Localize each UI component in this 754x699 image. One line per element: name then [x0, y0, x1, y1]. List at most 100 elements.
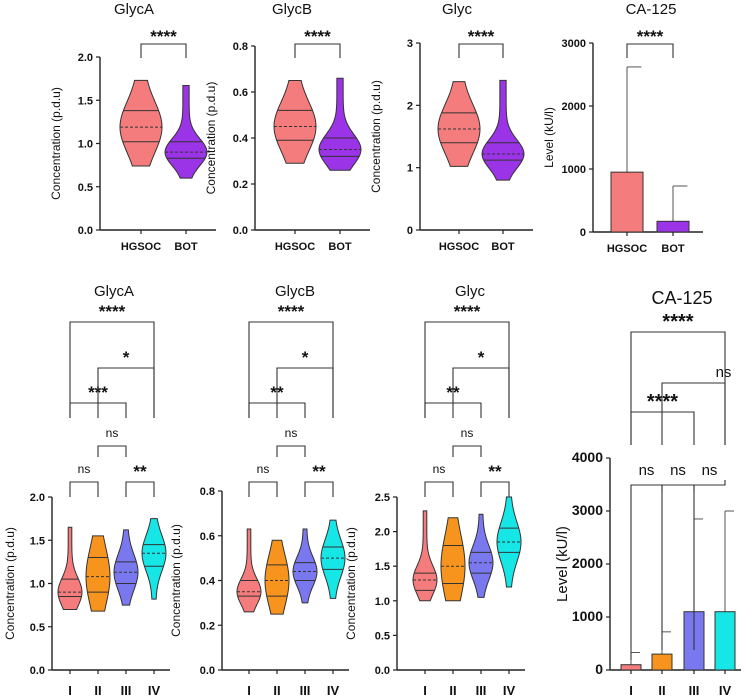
panel-5: GlycA Concentration (p.d.u) 0.0 0.5 1.0 1.5 2.… [3, 283, 170, 698]
violin-BOT [481, 79, 525, 181]
x-tick-label: III [300, 683, 311, 698]
panel-4: CA-125 Level (kU/l) 0 1000 2000 3000 HGSOC BOT *… [542, 1, 703, 255]
sig-label: ** [133, 462, 147, 481]
panel-7: Glyc Concentration (p.d.u) 0.0 0.5 1.0 1.5 2.0… [344, 283, 525, 698]
sig-bracket [248, 481, 278, 497]
panel-6: GlycB Concentration (p.d.u) 0.0 0.2 0.4 0.6 0.… [169, 283, 349, 698]
bar-BOT [656, 220, 690, 233]
sig-label: ns [433, 462, 446, 476]
x-tick-label: BOT [328, 241, 352, 253]
panel-title: CA-125 [651, 288, 712, 308]
violin-HGSOC [273, 80, 317, 164]
sig-label: ns [78, 462, 91, 476]
y-tick-label: 1 [407, 163, 413, 175]
y-tick-label: 2000 [562, 101, 586, 113]
sig-bracket [630, 484, 663, 660]
x-tick-label: BOT [174, 241, 198, 253]
y-axis-label: Concentration (p.d.u) [204, 82, 218, 195]
sig-label: * [302, 348, 309, 367]
sig-label: **** [304, 27, 331, 46]
x-tick-label: BOT [491, 241, 515, 253]
sig-bracket [276, 445, 306, 457]
y-tick-label: 2.0 [375, 527, 390, 539]
bar-II [651, 653, 673, 671]
x-tick-label: I [68, 683, 72, 698]
sig-label: ns [461, 426, 474, 440]
y-tick-label: 0.5 [30, 622, 45, 634]
sig-label: * [123, 348, 130, 367]
sig-label: ** [312, 462, 326, 481]
y-tick-label: 2.5 [375, 492, 390, 504]
y-tick-label: 2 [407, 100, 413, 112]
y-tick-label: 1000 [562, 164, 586, 176]
sig-bracket [452, 445, 482, 457]
x-tick-label: II [273, 683, 280, 698]
panel-1: GlycA Concentration (p.d.u) 0.0 0.5 1.0 1.5 2.… [49, 1, 216, 253]
panel-2: GlycB Concentration (p.d.u) 0.0 0.2 0.4 0.6 0.… [204, 1, 370, 253]
y-tick-label: 0.5 [78, 182, 93, 194]
sig-label: * [478, 348, 485, 367]
sig-bracket [424, 481, 454, 497]
panel-title: GlycB [275, 283, 315, 300]
y-tick-label: 0 [407, 225, 413, 237]
y-axis-label: Concentration (p.d.u) [344, 527, 358, 640]
violin-II [440, 517, 466, 602]
violin-I [57, 526, 83, 610]
x-tick-label: III [121, 683, 132, 698]
y-tick-label: 0.6 [233, 87, 248, 99]
y-tick-label: 1.0 [78, 139, 93, 151]
sig-label: ** [488, 462, 502, 481]
x-tick-label: HGSOC [607, 243, 647, 255]
sig-bracket [69, 321, 155, 418]
sig-bracket [458, 43, 504, 58]
y-tick-label: 0.2 [233, 179, 248, 191]
bar-IV [714, 611, 736, 671]
violin-III [468, 513, 494, 598]
sig-bracket [630, 331, 726, 445]
x-tick-label: IV [327, 683, 340, 698]
sig-bracket [693, 480, 726, 650]
x-tick-label: I [247, 683, 251, 698]
y-tick-label: 0.8 [200, 486, 215, 498]
panel-title: Glyc [455, 283, 486, 300]
sig-bracket [97, 445, 127, 457]
y-tick-label: 1000 [572, 608, 603, 624]
y-tick-label: 1.5 [78, 95, 93, 107]
y-tick-label: 0.4 [233, 133, 249, 145]
y-tick-label: 0.8 [233, 41, 248, 53]
y-axis-label: Concentration (p.d.u) [369, 80, 383, 193]
x-tick-label: II [449, 683, 456, 698]
violin-BOT [164, 85, 208, 179]
violin-IV [141, 518, 167, 600]
sig-label: **** [278, 302, 305, 321]
bar-HGSOC [610, 171, 644, 233]
y-tick-label: 0.0 [233, 225, 248, 237]
x-tick-label: III [476, 683, 487, 698]
bar-I [620, 664, 642, 671]
y-tick-label: 2000 [572, 555, 603, 571]
y-tick-label: 0.4 [200, 576, 216, 588]
violin-HGSOC [119, 79, 163, 167]
violin-IV [320, 519, 346, 599]
sig-label: **** [662, 311, 693, 333]
violin-II [85, 535, 111, 612]
x-tick-label: I [629, 683, 633, 698]
x-tick-label: HGSOC [275, 241, 315, 253]
y-tick-label: 0.0 [30, 665, 45, 677]
y-axis-label: Concentration (p.d.u) [49, 87, 63, 200]
y-tick-label: 0.0 [375, 665, 390, 677]
y-tick-label: 0 [595, 661, 603, 677]
sig-bracket [626, 43, 674, 58]
x-tick-label: II [94, 683, 101, 698]
panel-title: GlycA [114, 1, 154, 18]
sig-bracket [294, 43, 341, 58]
y-axis-label: Level (kU/l) [554, 526, 571, 602]
sig-label: ns [639, 462, 655, 479]
y-tick-label: 0.0 [200, 665, 215, 677]
panel-3: Glyc Concentration (p.d.u) 0 1 2 3 HGSOC BOT ***… [369, 1, 533, 253]
y-tick-label: 1.0 [375, 596, 390, 608]
sig-label: ns [106, 426, 119, 440]
sig-bracket [125, 481, 155, 497]
y-axis-label: Concentration (p.d.u) [169, 524, 183, 637]
y-tick-label: 0 [580, 227, 586, 239]
